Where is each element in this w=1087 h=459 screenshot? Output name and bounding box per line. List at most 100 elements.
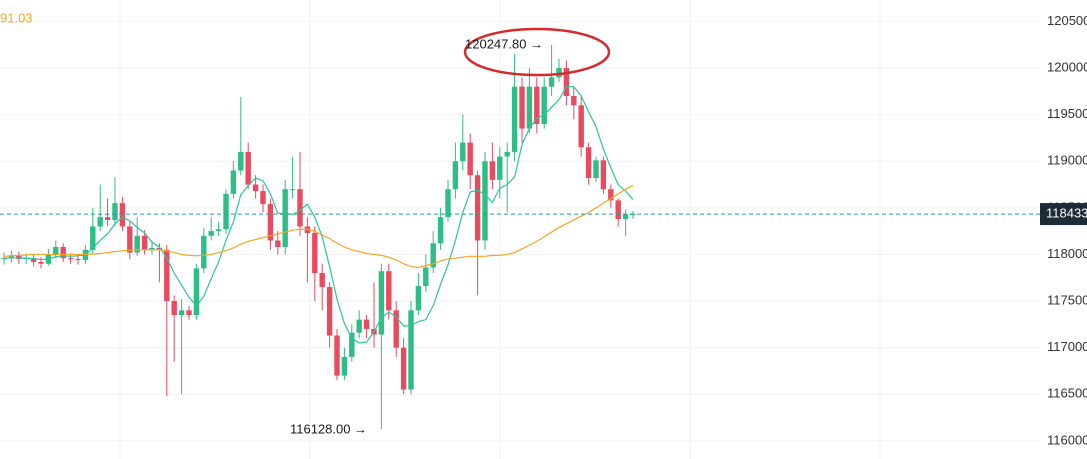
candle-body	[252, 184, 259, 192]
candle-body	[460, 142, 466, 162]
candle-body	[378, 271, 385, 335]
candle-body	[149, 247, 155, 250]
candle-body	[504, 151, 510, 157]
grid	[0, 0, 1040, 459]
candle-body	[208, 231, 214, 236]
candle-body	[467, 142, 473, 176]
candle-body	[578, 105, 584, 148]
candle-body	[534, 86, 540, 124]
candle-body	[334, 335, 340, 376]
candle-body	[622, 214, 629, 220]
candle-body	[585, 147, 592, 179]
candle-body	[319, 273, 325, 288]
candle-body	[260, 191, 266, 205]
moving-average	[3, 184, 634, 269]
candle-body	[267, 204, 274, 241]
candle-body	[238, 151, 244, 171]
candle-body	[430, 243, 436, 268]
candle-body	[289, 189, 296, 191]
candle-body	[215, 229, 222, 232]
candle-body	[482, 161, 488, 241]
candle-body	[415, 286, 422, 311]
candle-body	[408, 310, 414, 390]
candle-body	[349, 332, 355, 357]
candle-body	[548, 77, 555, 87]
plot	[1, 44, 636, 429]
candle-body	[223, 193, 229, 230]
candle-body	[230, 170, 237, 194]
ma-label: 91.03	[0, 10, 33, 25]
candle-body	[60, 246, 66, 259]
y-tick-label: 118000	[1047, 246, 1087, 261]
candle-body	[556, 68, 562, 78]
moving-average	[3, 86, 634, 344]
y-tick-label: 116500	[1047, 386, 1087, 401]
candle-body	[356, 319, 362, 333]
candle-body	[489, 161, 496, 180]
y-tick-label: 119000	[1047, 153, 1087, 168]
candle-body	[608, 189, 614, 201]
candle-body	[164, 249, 170, 302]
low-annotation: 116128.00 →	[290, 421, 367, 436]
candle-body	[275, 240, 281, 247]
candle-body	[245, 151, 251, 185]
candle-body	[282, 189, 288, 247]
candle-body	[1, 258, 7, 260]
y-tick-label: 119500	[1047, 106, 1087, 121]
y-tick-label: 120000	[1047, 59, 1087, 74]
candle-body	[363, 319, 370, 329]
candle-body	[445, 189, 451, 218]
candle-body	[593, 160, 599, 179]
highlight-ellipse	[463, 27, 611, 77]
candle-body	[615, 200, 621, 220]
candle-body	[141, 235, 148, 250]
candle-body	[519, 86, 525, 129]
candle-body	[53, 246, 59, 255]
candle-body	[178, 310, 185, 316]
y-tick-label: 116000	[1047, 432, 1087, 447]
candle-body	[497, 156, 503, 180]
y-tick-label: 117500	[1047, 292, 1087, 307]
candle-body	[452, 161, 459, 190]
y-tick-label: 120500	[1047, 13, 1087, 28]
candle-body	[119, 203, 126, 227]
candle-body	[326, 287, 333, 336]
high-annotation: 120247.80 →	[465, 36, 543, 51]
candle-body	[134, 235, 140, 253]
current-price-box	[1040, 203, 1087, 226]
candle-body	[8, 255, 15, 259]
candle-body	[156, 247, 163, 250]
candle-body	[30, 258, 37, 262]
candle-body	[127, 226, 133, 253]
candle-body	[75, 259, 81, 261]
candle-body	[104, 217, 111, 220]
candle-body	[571, 95, 577, 106]
candle-body	[193, 268, 200, 316]
candle-body	[38, 261, 44, 264]
candle-body	[400, 347, 407, 390]
candle-body	[437, 217, 444, 244]
candle-body	[474, 175, 481, 241]
current-price-label: 118433	[1046, 206, 1087, 221]
candle-body	[16, 255, 22, 260]
candle-body	[563, 68, 570, 96]
candle-body	[90, 226, 96, 250]
candle-body	[386, 271, 392, 311]
candle-body	[511, 86, 518, 152]
candle-body	[97, 217, 103, 227]
candle-body	[393, 310, 399, 348]
candle-body	[201, 235, 207, 269]
candle-body	[112, 203, 118, 220]
candle-body	[312, 232, 318, 274]
candle-body	[526, 86, 533, 129]
candle-body	[423, 267, 429, 287]
candle-body	[541, 86, 547, 124]
candle-body	[297, 189, 303, 227]
candle-body	[67, 258, 74, 260]
candle-body	[341, 356, 348, 376]
y-tick-label: 117000	[1047, 339, 1087, 354]
candle-body	[171, 301, 177, 316]
candle-body	[186, 310, 192, 316]
